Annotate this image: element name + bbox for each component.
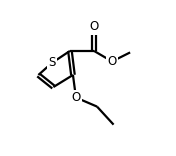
Text: S: S xyxy=(48,56,56,69)
Text: O: O xyxy=(89,20,99,33)
Text: O: O xyxy=(107,55,117,68)
Text: O: O xyxy=(71,91,81,104)
